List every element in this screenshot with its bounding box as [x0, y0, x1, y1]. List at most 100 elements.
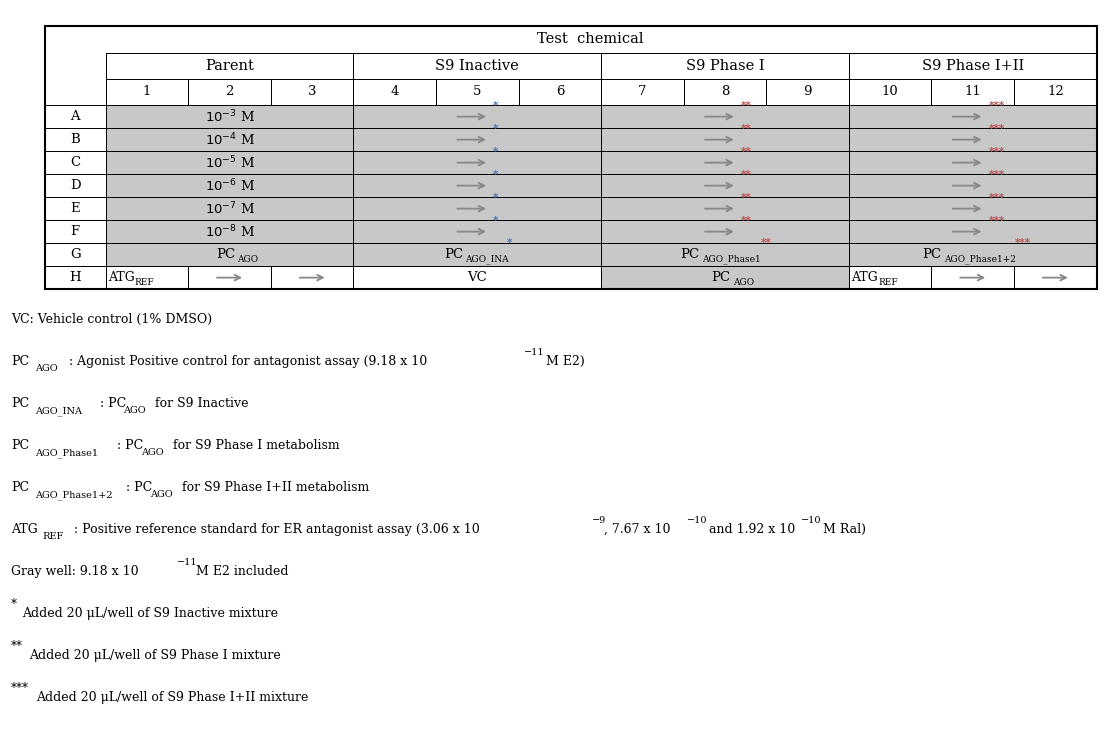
Text: ***: ***: [988, 216, 1005, 226]
Bar: [45, 266, 106, 289]
Text: AGO_Phase1+2: AGO_Phase1+2: [35, 490, 112, 499]
Text: $10^{-7}$ M: $10^{-7}$ M: [205, 201, 255, 217]
Text: H: H: [69, 271, 81, 284]
Text: 7: 7: [638, 86, 647, 98]
Text: AGO: AGO: [35, 364, 57, 373]
Text: **: **: [741, 101, 752, 111]
Text: −10: −10: [687, 516, 707, 525]
Text: ATG: ATG: [109, 271, 134, 284]
Text: PC: PC: [11, 481, 29, 494]
Bar: [601, 128, 849, 151]
Bar: [849, 105, 1097, 128]
Text: AGO_INA: AGO_INA: [35, 406, 82, 415]
Bar: [106, 198, 354, 220]
Text: : PC: : PC: [100, 397, 125, 410]
Text: : PC: : PC: [117, 439, 143, 452]
Bar: [106, 151, 354, 174]
Bar: [518, 79, 601, 105]
Text: AGO: AGO: [733, 278, 754, 287]
Bar: [849, 128, 1097, 151]
Text: 5: 5: [473, 86, 481, 98]
Bar: [45, 26, 106, 289]
Bar: [106, 128, 354, 151]
Bar: [106, 243, 354, 266]
Text: 11: 11: [965, 86, 981, 98]
Text: S9 Inactive: S9 Inactive: [435, 59, 519, 73]
Text: REF: REF: [135, 278, 154, 287]
Bar: [106, 105, 354, 128]
Bar: [106, 220, 354, 243]
Text: 1: 1: [143, 86, 151, 98]
Bar: [849, 198, 1097, 220]
Text: −9: −9: [592, 516, 606, 525]
Bar: [354, 220, 601, 243]
Text: 6: 6: [556, 86, 564, 98]
Bar: [354, 198, 601, 220]
Text: for S9 Phase I metabolism: for S9 Phase I metabolism: [169, 439, 339, 452]
Bar: [45, 198, 106, 220]
Text: AGO_Phase1: AGO_Phase1: [702, 255, 760, 264]
Text: 9: 9: [803, 86, 812, 98]
Text: 10: 10: [882, 86, 899, 98]
Bar: [45, 53, 106, 79]
Bar: [45, 128, 106, 151]
Text: ***: ***: [988, 147, 1005, 158]
Text: Gray well: 9.18 x 10: Gray well: 9.18 x 10: [11, 565, 139, 578]
Bar: [931, 266, 1014, 289]
Bar: [45, 243, 106, 266]
Bar: [106, 53, 354, 79]
Bar: [354, 53, 601, 79]
Text: F: F: [70, 225, 79, 238]
Bar: [106, 79, 188, 105]
Text: for S9 Phase I+II metabolism: for S9 Phase I+II metabolism: [178, 481, 369, 494]
Bar: [601, 105, 849, 128]
Text: $10^{-6}$ M: $10^{-6}$ M: [205, 177, 255, 194]
Text: *: *: [507, 238, 513, 248]
Text: S9 Phase I: S9 Phase I: [686, 59, 764, 73]
Bar: [1014, 266, 1097, 289]
Text: AGO: AGO: [237, 255, 258, 264]
Bar: [601, 243, 849, 266]
Text: REF: REF: [43, 532, 64, 541]
Bar: [601, 151, 849, 174]
Text: S9 Phase I+II: S9 Phase I+II: [922, 59, 1024, 73]
Bar: [45, 79, 106, 105]
Bar: [45, 26, 1097, 289]
Bar: [601, 79, 684, 105]
Text: PC: PC: [11, 354, 29, 368]
Text: **: **: [11, 640, 23, 653]
Text: $10^{-4}$ M: $10^{-4}$ M: [205, 131, 255, 148]
Bar: [601, 174, 849, 198]
Text: ***: ***: [988, 101, 1005, 111]
Text: *: *: [11, 598, 17, 611]
Text: Added 20 μL/well of S9 Inactive mixture: Added 20 μL/well of S9 Inactive mixture: [22, 607, 279, 620]
Bar: [354, 266, 601, 289]
Bar: [354, 79, 436, 105]
Bar: [45, 105, 106, 128]
Bar: [106, 266, 188, 289]
Bar: [601, 198, 849, 220]
Text: M Ral): M Ral): [819, 523, 866, 536]
Text: AGO: AGO: [123, 406, 145, 415]
Text: and 1.92 x 10: and 1.92 x 10: [705, 523, 796, 536]
Bar: [931, 79, 1014, 105]
Text: D: D: [70, 179, 81, 192]
Text: Test  chemical: Test chemical: [537, 32, 643, 47]
Text: M E2 included: M E2 included: [192, 565, 289, 578]
Text: Added 20 μL/well of S9 Phase I mixture: Added 20 μL/well of S9 Phase I mixture: [29, 649, 281, 662]
Bar: [354, 128, 601, 151]
Text: PC: PC: [444, 248, 463, 261]
Text: : Positive reference standard for ER antagonist assay (3.06 x 10: : Positive reference standard for ER ant…: [74, 523, 480, 536]
Bar: [849, 266, 931, 289]
Text: **: **: [741, 170, 752, 180]
Bar: [436, 79, 518, 105]
Text: 12: 12: [1047, 86, 1064, 98]
Text: G: G: [70, 248, 81, 261]
Text: ***: ***: [988, 170, 1005, 180]
Text: VC: VC: [468, 271, 487, 284]
Bar: [106, 174, 354, 198]
Text: for S9 Inactive: for S9 Inactive: [151, 397, 248, 410]
Bar: [684, 79, 767, 105]
Text: PC: PC: [11, 397, 29, 410]
Text: ATG: ATG: [852, 271, 878, 284]
